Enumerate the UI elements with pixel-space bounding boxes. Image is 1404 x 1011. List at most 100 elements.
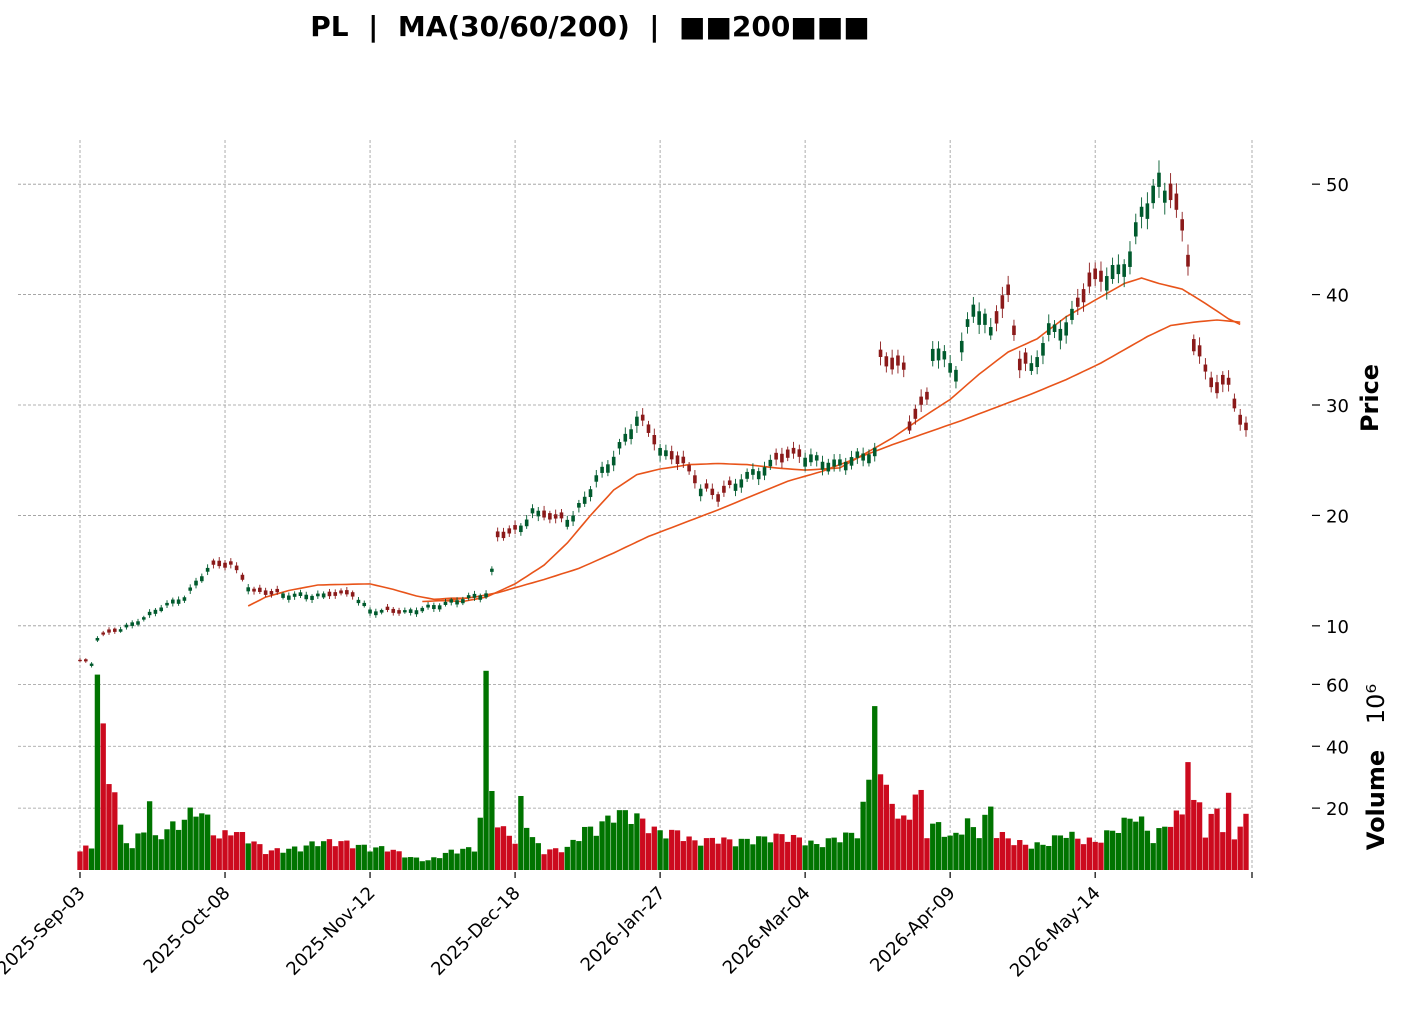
candle-body bbox=[942, 351, 947, 360]
candle-body bbox=[611, 456, 616, 466]
volume-bar bbox=[384, 851, 391, 870]
candle-body bbox=[1081, 289, 1086, 303]
volume-bar bbox=[1173, 810, 1180, 870]
candle-body bbox=[733, 483, 738, 491]
volume-bar bbox=[854, 838, 861, 870]
volume-bar bbox=[576, 841, 582, 870]
candle-body bbox=[455, 600, 459, 605]
candle-body bbox=[379, 609, 384, 613]
candle-body bbox=[878, 349, 883, 357]
candle-body bbox=[1133, 222, 1138, 237]
candle-body bbox=[542, 510, 546, 518]
candle-body bbox=[333, 592, 338, 596]
candle-body bbox=[188, 587, 193, 591]
candle-body bbox=[211, 560, 216, 565]
candle-body bbox=[437, 605, 442, 610]
candle-body bbox=[693, 475, 697, 484]
candle-body bbox=[269, 591, 274, 595]
volume-bar bbox=[361, 844, 367, 870]
candle-body bbox=[797, 449, 802, 457]
candle-body bbox=[1238, 414, 1242, 425]
volume-bar bbox=[709, 837, 715, 870]
candle-body bbox=[907, 421, 912, 431]
volume-bar bbox=[993, 838, 1000, 870]
candle-body bbox=[165, 602, 169, 606]
volume-bar bbox=[1220, 832, 1226, 870]
volume-bar bbox=[930, 823, 936, 870]
volume-bar bbox=[825, 838, 831, 870]
candle-body bbox=[785, 449, 790, 458]
candle-body bbox=[495, 531, 500, 538]
volume-bar bbox=[448, 849, 454, 870]
volume-bar bbox=[320, 841, 327, 870]
candle-body bbox=[1203, 364, 1208, 372]
volume-bar bbox=[1022, 844, 1029, 870]
volume-bar bbox=[1051, 835, 1058, 870]
volume-bar bbox=[1144, 830, 1151, 870]
candle-body bbox=[176, 599, 181, 604]
candle-body bbox=[855, 451, 860, 458]
candle-body bbox=[913, 408, 918, 419]
volume-bar bbox=[1109, 830, 1116, 870]
candle-body bbox=[1128, 251, 1132, 267]
candle-body bbox=[820, 461, 825, 470]
candle-body bbox=[1157, 172, 1161, 187]
volume-bar bbox=[756, 836, 762, 870]
candle-body bbox=[623, 433, 628, 442]
volume-bar bbox=[1214, 808, 1220, 870]
volume-bar bbox=[750, 844, 756, 870]
volume-bar bbox=[1179, 814, 1185, 870]
volume-bar bbox=[349, 848, 356, 870]
volume-bar bbox=[512, 843, 518, 870]
volume-bar bbox=[895, 818, 901, 870]
candle-body bbox=[1099, 270, 1103, 282]
candle-body bbox=[478, 595, 483, 600]
volume-bar bbox=[924, 838, 930, 870]
volume-bar bbox=[1034, 842, 1040, 870]
candle-body bbox=[1017, 358, 1022, 371]
volume-bar bbox=[489, 790, 495, 870]
candle-body bbox=[426, 604, 430, 608]
volume-bar bbox=[1208, 813, 1214, 870]
candle-body bbox=[501, 531, 506, 539]
candle-body bbox=[768, 459, 773, 467]
volume-bar bbox=[355, 844, 362, 870]
volume-bar bbox=[802, 845, 808, 870]
volume-bar bbox=[529, 837, 536, 870]
volume-bar bbox=[419, 861, 425, 870]
volume-bar bbox=[181, 819, 188, 870]
volume-bar bbox=[872, 706, 878, 870]
volume-bar bbox=[547, 849, 553, 870]
candle-body bbox=[577, 503, 581, 508]
candle-body bbox=[1012, 325, 1016, 336]
candle-body bbox=[304, 594, 309, 600]
volume-bar bbox=[941, 836, 948, 870]
volume-bar bbox=[1196, 802, 1203, 870]
candle-body bbox=[200, 576, 204, 582]
candle-body bbox=[954, 369, 958, 382]
volume-bar bbox=[1156, 828, 1162, 870]
volume-bar bbox=[715, 843, 721, 870]
candle-body bbox=[814, 455, 819, 461]
volume-bar bbox=[303, 845, 309, 870]
candle-body bbox=[449, 599, 454, 603]
candle-body bbox=[356, 599, 361, 604]
volume-bar bbox=[1127, 818, 1133, 870]
volume-bar bbox=[407, 857, 414, 870]
volume-bar bbox=[831, 837, 837, 870]
candle-body bbox=[872, 447, 877, 457]
volume-bar bbox=[935, 822, 942, 870]
volume-bar bbox=[239, 832, 246, 870]
candle-body bbox=[472, 593, 477, 598]
moving-averages bbox=[247, 277, 1241, 607]
volume-bar bbox=[460, 848, 466, 870]
volume-bar bbox=[883, 784, 890, 870]
candle-body bbox=[519, 525, 523, 533]
candle-body bbox=[994, 311, 999, 324]
candle-body bbox=[600, 466, 604, 473]
volume-bar bbox=[315, 846, 321, 870]
candle-body bbox=[466, 595, 471, 599]
candle-body bbox=[507, 528, 512, 534]
volume-bar bbox=[1028, 848, 1035, 870]
candle-body bbox=[205, 567, 210, 572]
